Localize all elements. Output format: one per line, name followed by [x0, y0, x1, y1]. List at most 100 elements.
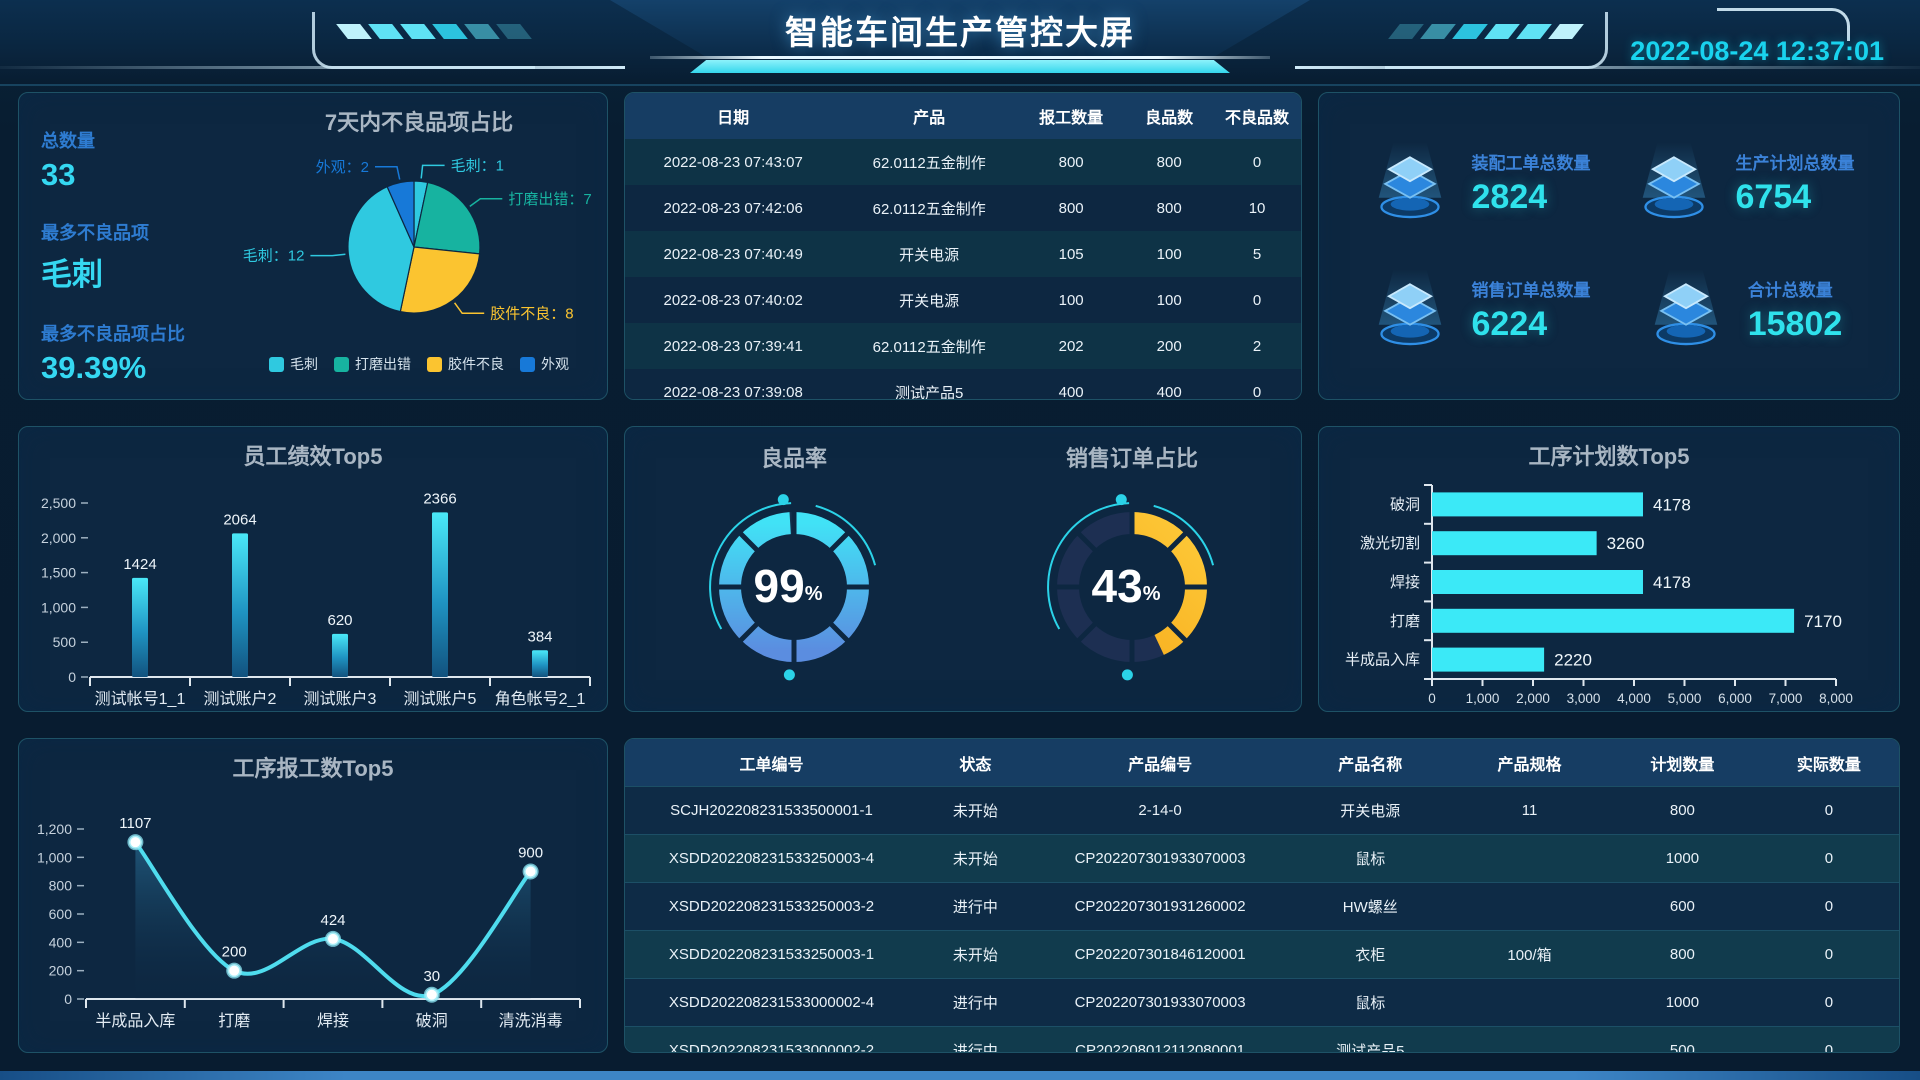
point-value-label: 1107 [119, 815, 151, 832]
x-axis-tick-label: 7,000 [1769, 691, 1803, 706]
table-row: SCJH202208231533500001-1 未开始 2-14-0 开关电源 11 8… [625, 786, 1899, 835]
table-cell: HW螺丝 [1342, 899, 1398, 916]
y-axis-tick-label: 1,200 [37, 821, 72, 837]
table-cell: 100 [1058, 291, 1084, 309]
slash-decoration [368, 24, 404, 39]
x-axis-category-label: 清洗消毒 [499, 1012, 563, 1030]
point-value-label: 200 [222, 944, 247, 961]
panel-title: 销售订单占比 [1065, 446, 1198, 471]
x-axis-category-label: 测试账户5 [404, 690, 477, 708]
slash-decoration [1388, 24, 1424, 39]
table-cell: 62.0112五金制作 [872, 200, 986, 218]
table-cell: XSDD202208231533250003-4 [668, 850, 875, 867]
y-axis-tick-label: 1,000 [37, 849, 72, 865]
y-axis-tick-label: 200 [49, 963, 73, 979]
column-header: 产品规格 [1453, 739, 1606, 787]
table-cell: 1000 [1665, 850, 1700, 867]
table-cell: 11 [1521, 802, 1538, 819]
table-cell: 未开始 [952, 803, 998, 820]
stat-card-total: 合计总数量 15802 [1609, 246, 1873, 373]
table-cell: 10 [1248, 199, 1266, 217]
table-header-row: 工单编号 状态 产品编号 产品名称 产品规格 计划数量 实际数量 [625, 739, 1899, 787]
pie-label-line [469, 198, 503, 208]
bar-value-label: 7170 [1804, 612, 1842, 631]
data-point [127, 834, 144, 851]
x-axis-tick-label: 3,000 [1567, 691, 1601, 706]
bar-value-label: 2366 [423, 490, 456, 507]
slash-decoration [464, 24, 500, 39]
gauge-sales-ratio: 销售订单占比 43% [963, 427, 1301, 711]
page-title: 智能车间生产管控大屏 [785, 14, 1135, 51]
point-value-label: 424 [320, 912, 345, 929]
bottom-strip-decoration [0, 1071, 1920, 1080]
table-cell: 200 [1156, 337, 1182, 355]
table-cell: 开关电源 [899, 292, 960, 310]
table-cell: 进行中 [952, 899, 998, 916]
table-cell: 800 [1669, 802, 1695, 819]
point-value-label: 900 [518, 845, 543, 862]
panel-employee-performance: 员工绩效Top5 0 500 1,000 1,500 2,000 2,500 1424 测试帐… [18, 426, 608, 712]
table-header-row: 日期 产品 报工数量 良品数 不良品数 [625, 93, 1301, 139]
stat-total-count: 总数量 33 [41, 127, 209, 193]
pie-label-line [310, 253, 346, 257]
table-cell: 开关电源 [1340, 803, 1401, 820]
layers-icon-graphic [1654, 269, 1717, 345]
pie-label: 胶件不良：8 [490, 305, 573, 322]
table-cell: 2-14-0 [1138, 802, 1182, 819]
x-axis-category-label: 打磨 [218, 1012, 250, 1030]
gauge-decor-dot [783, 669, 795, 681]
x-axis-tick-label: 4,000 [1617, 691, 1651, 706]
table-cell [1453, 883, 1606, 931]
data-table: 工单编号 状态 产品编号 产品名称 产品规格 计划数量 实际数量 SCJH2022082315… [625, 739, 1899, 1053]
table-cell: 800 [1058, 153, 1084, 171]
bar-value-label: 2064 [223, 511, 256, 528]
legend-swatch [269, 356, 284, 372]
table-row: XSDD202208231533000002-4 进行中 CP20220730193… [625, 978, 1899, 1027]
pie-slice [347, 185, 415, 313]
title-banner-bar [690, 60, 1230, 73]
table-cell: 0 [1824, 850, 1834, 867]
x-axis-category-label: 测试帐号1_1 [95, 690, 186, 708]
x-axis-category-label: 焊接 [317, 1012, 349, 1030]
good-rate-gauge-chart: 99% [709, 494, 877, 681]
slash-decoration [1484, 24, 1520, 39]
panel-title: 良品率 [760, 446, 827, 471]
table-cell: CP202207301846120001 [1074, 946, 1246, 963]
title-banner-edge [650, 56, 1270, 59]
stat-value: 39.39% [41, 350, 147, 385]
pie-label-line [375, 166, 401, 180]
process-report-line-chart: 0 200 400 600 800 1,000 1,200 半成品入库 打磨 焊接 破洞 清洗消毒 11… [37, 815, 581, 1030]
column-header: 状态 [918, 739, 1033, 787]
legend-swatch [334, 356, 349, 372]
stat-card-sales-orders: 销售订单总数量 6224 [1345, 246, 1609, 373]
bar [532, 650, 548, 677]
stat-card-assembly-orders: 装配工单总数量 2824 [1345, 119, 1609, 246]
datetime: 2022-08-24 12:37:01 [1630, 36, 1884, 66]
column-header: 产品 [841, 93, 1018, 139]
gauge-decor-arc [1153, 504, 1215, 566]
stat-card-production-plans: 生产计划总数量 6754 [1609, 119, 1873, 246]
table-cell: 开关电源 [899, 246, 960, 264]
table-cell: CP202208012112080001 [1075, 1042, 1246, 1053]
table-row: XSDD202208231533250003-1 未开始 CP20220730184… [625, 930, 1899, 979]
pie-label: 毛刺：1 [451, 157, 504, 174]
table-cell: 2022-08-23 07:43:07 [663, 153, 803, 171]
panel-process-report: 工序报工数Top5 0 200 400 600 800 1,000 1,200 半成品入库 打磨… [18, 738, 608, 1053]
table-cell: 0 [1824, 1042, 1834, 1053]
column-header: 良品数 [1125, 93, 1214, 139]
x-axis-category-label: 测试账户2 [204, 690, 277, 708]
bar-value-label: 4178 [1653, 573, 1691, 592]
y-axis-tick-label: 1,500 [41, 565, 76, 581]
table-cell: 2022-08-23 07:42:06 [663, 199, 803, 217]
bar [132, 577, 148, 677]
slash-decoration [400, 24, 436, 39]
column-header: 实际数量 [1758, 739, 1899, 787]
gauge-value: 99% [754, 560, 823, 612]
table-cell: 500 [1669, 1042, 1695, 1053]
table-row: XSDD202208231533000002-2 进行中 CP20220801211… [625, 1026, 1899, 1053]
bar [332, 633, 348, 677]
bar-value-label: 3260 [1607, 534, 1645, 553]
sales-ratio-gauge-chart: 43% [1047, 494, 1215, 681]
panel-title: 员工绩效Top5 [243, 444, 383, 469]
data-point [423, 986, 440, 1003]
